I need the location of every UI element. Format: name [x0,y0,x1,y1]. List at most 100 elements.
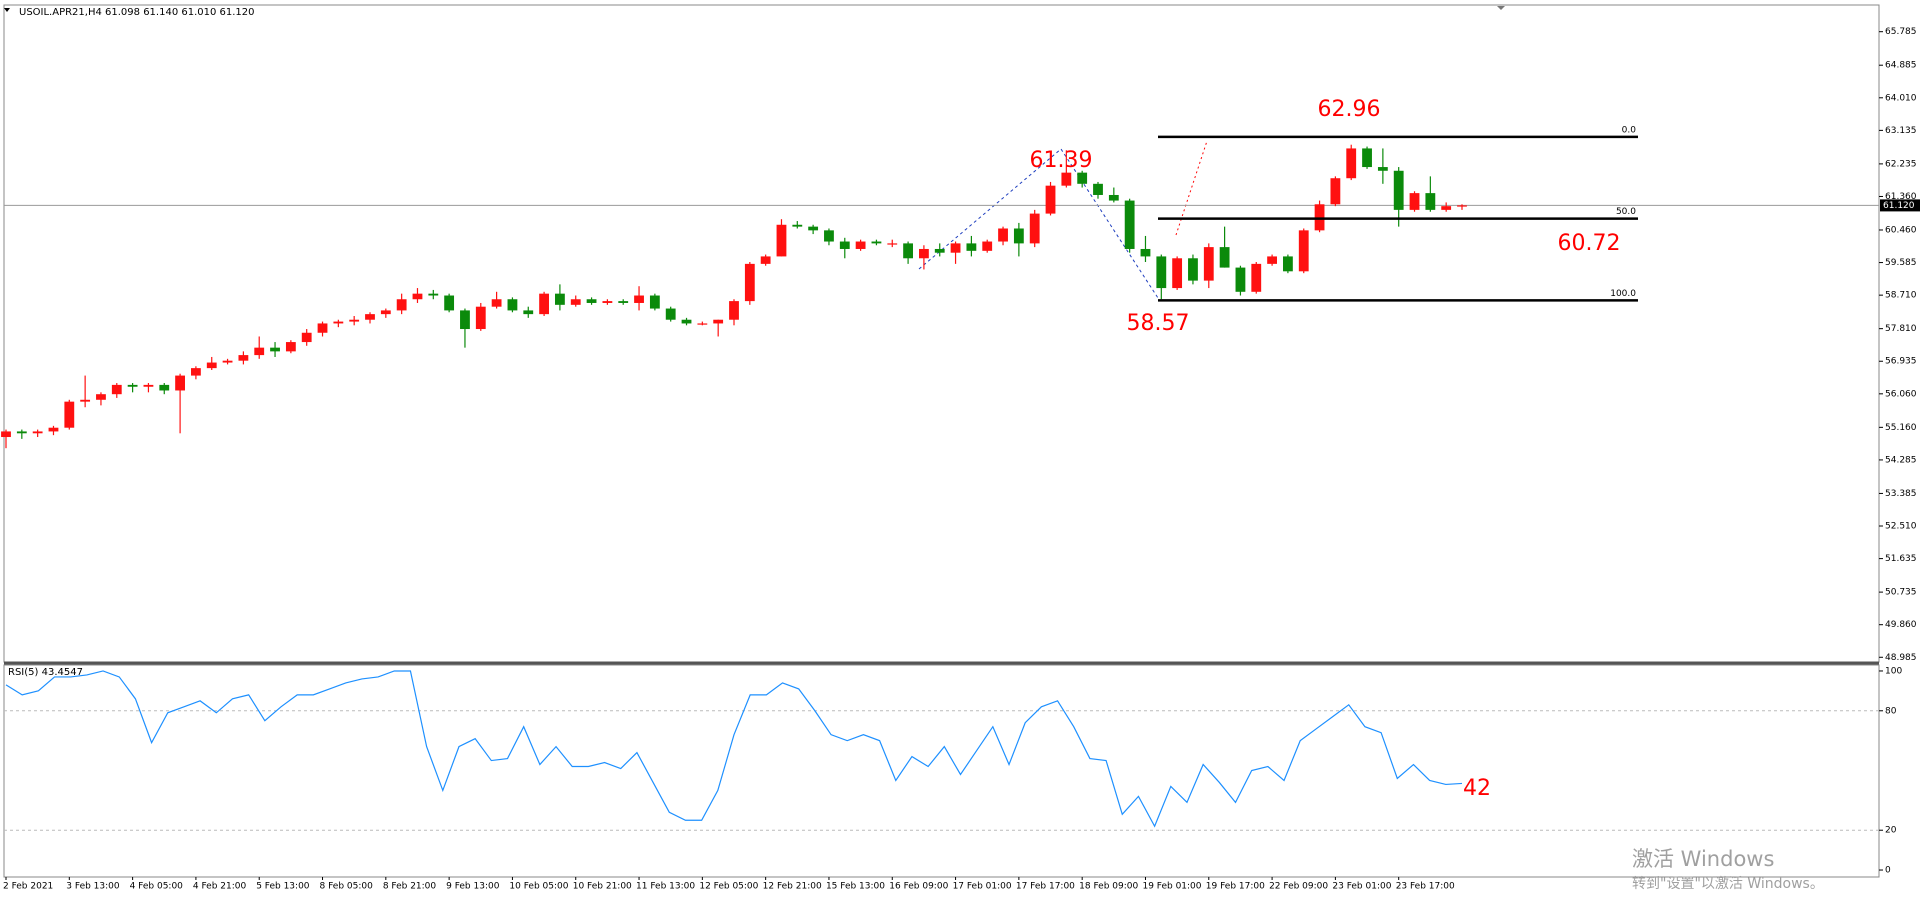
candle-body [16,431,27,434]
candle-body [1156,256,1167,289]
y-tick-label: 58.710 [1885,291,1917,301]
candle-body [380,310,391,315]
candle-body [1330,178,1341,205]
x-tick-label: 11 Feb 13:00 [636,882,695,892]
x-tick-label: 23 Feb 17:00 [1396,882,1455,892]
candle-body [1267,256,1277,264]
candle-body [713,319,724,324]
y-tick-label: 56.060 [1885,389,1917,399]
candle-body [555,293,565,305]
candle-body [618,301,629,303]
candle-body [871,241,882,244]
rsi-line [5,670,1463,828]
candle-body [96,394,106,400]
fib-label: 0.0 [1622,125,1637,135]
candle-body [175,375,185,391]
y-tick-label: 55.160 [1885,423,1917,433]
x-tick-label: 10 Feb 05:00 [509,882,568,892]
y-tick-label: 49.860 [1885,620,1917,630]
candle-body [1093,183,1103,195]
current-price-box [1880,199,1920,212]
watermark-title: 激活 Windows [1632,847,1774,871]
y-tick-label: 64.010 [1885,93,1917,103]
candle-body [159,384,170,391]
rsi-pane [3,664,1880,878]
candle-body [1298,230,1309,272]
candle-body [760,256,771,264]
candle-body [665,308,676,320]
x-tick-label: 8 Feb 21:00 [383,882,437,892]
candle-body [1314,204,1325,231]
candle-body [792,224,803,227]
y-tick-label: 61.360 [1885,192,1917,202]
candle-body [206,362,217,369]
y-tick-label: 59.585 [1885,258,1917,268]
fib-label: 100.0 [1610,289,1636,299]
price-annotation: 58.57 [1127,311,1190,336]
candle-body [982,241,993,251]
candle-body [475,306,486,330]
candle-body [444,295,455,311]
x-tick-label: 17 Feb 17:00 [1016,882,1075,892]
shift-marker [1497,6,1505,10]
price-annotation: 61.39 [1030,148,1093,173]
candle-body [634,295,644,303]
watermark-subtitle: 转到"设置"以激活 Windows。 [1632,875,1824,892]
candle-body [1362,148,1372,168]
x-tick-label: 4 Feb 21:00 [193,882,247,892]
price-annotation: 60.72 [1558,231,1621,256]
y-tick-label: 60.460 [1885,225,1917,235]
menu-arrow[interactable] [4,8,10,12]
x-tick-label: 8 Feb 05:00 [320,882,374,892]
rsi-header: RSI(5) 43.4547 [8,667,83,678]
candle-body [317,323,328,333]
candle-body [333,321,344,324]
candle-body [143,384,154,387]
candle-body [744,263,755,302]
candle-body [301,332,312,343]
candle-body [998,228,1008,242]
candle-body [270,347,280,352]
candle-body [1077,172,1088,184]
candle-body [1219,247,1230,268]
x-tick-label: 3 Feb 13:00 [66,882,120,892]
x-tick-label: 17 Feb 01:00 [953,882,1012,892]
x-tick-label: 22 Feb 09:00 [1269,882,1328,892]
candle-body [127,384,138,387]
y-tick-label: 57.810 [1885,324,1917,334]
candle-body [855,241,866,249]
x-tick-label: 23 Feb 01:00 [1332,882,1391,892]
candle-body [80,399,91,402]
candle-body [903,243,913,259]
x-tick-label: 9 Feb 13:00 [446,882,500,892]
x-tick-label: 2 Feb 2021 [3,882,53,892]
zigzag-line [918,148,1159,299]
y-tick-label: 20 [1885,826,1897,836]
candle-body [539,293,549,315]
candle-body [697,323,708,325]
candle-body [1425,193,1436,210]
candle-body [1409,193,1420,210]
current-price-label: 61.120 [1883,201,1915,211]
candle-body [1108,194,1119,201]
candle-body [1346,148,1357,179]
candle-body [966,243,977,251]
candle-body [412,293,423,300]
candle-body [681,319,692,324]
candle-body [238,355,249,361]
candle-body [32,431,43,434]
candle-body [1393,170,1404,210]
candle-body [1188,258,1198,281]
rsi-annotation: 42 [1463,776,1491,801]
candle-body [460,310,470,330]
candle-body [523,310,534,315]
candle-body [254,347,265,356]
candle-body [1029,213,1040,244]
fib-label: 50.0 [1616,207,1636,217]
x-tick-label: 5 Feb 13:00 [256,882,310,892]
candle-body [1203,247,1214,281]
y-tick-label: 53.385 [1885,489,1917,499]
candle-body [48,427,59,432]
